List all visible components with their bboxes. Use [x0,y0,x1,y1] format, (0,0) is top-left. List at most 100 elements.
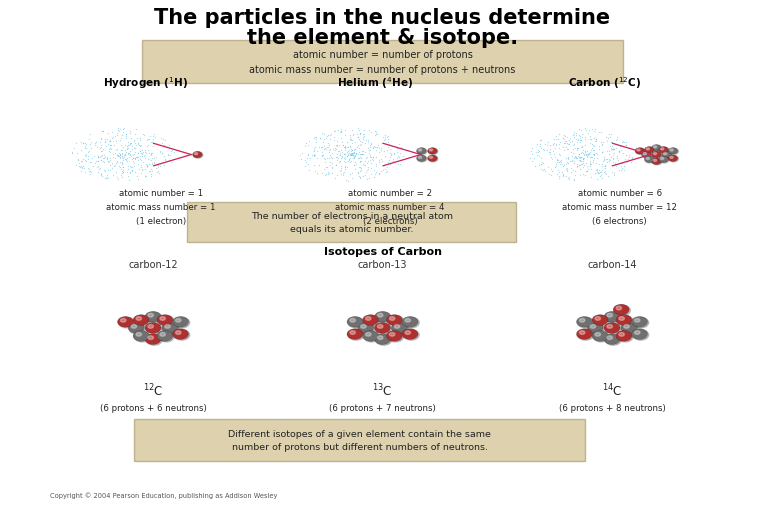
Point [152,161,164,169]
Point [351,144,363,152]
Point [599,164,611,173]
Point [161,151,174,159]
Point [338,144,350,152]
Point [142,155,154,163]
Point [154,160,166,168]
Point [565,169,577,177]
Point [581,151,594,159]
Point [355,154,367,162]
Point [601,138,613,146]
Point [597,139,609,147]
Point [588,134,600,143]
Point [596,175,608,183]
Point [594,129,607,137]
Point [599,162,611,171]
Point [623,154,636,162]
Circle shape [136,317,142,321]
Point [347,153,360,161]
Point [594,168,606,176]
Point [613,166,625,175]
Circle shape [194,153,197,155]
Point [97,145,109,153]
Point [158,141,170,149]
Circle shape [118,317,133,327]
Point [116,147,128,155]
Point [613,147,625,155]
Point [615,167,627,175]
Circle shape [653,153,656,155]
Point [115,147,127,155]
Text: $^{13}$C: $^{13}$C [373,382,392,399]
Point [319,156,331,164]
Point [343,155,355,163]
Point [333,142,345,150]
Point [127,152,139,160]
Point [316,130,328,138]
Circle shape [160,333,165,336]
Circle shape [389,317,395,321]
Point [308,152,321,160]
Point [364,141,376,149]
Point [116,159,129,167]
Point [75,147,87,155]
Point [381,168,393,176]
Point [107,172,119,180]
Point [549,145,562,153]
Point [353,173,365,181]
Point [379,132,391,140]
Circle shape [386,315,402,326]
Circle shape [359,324,375,334]
Point [342,144,354,152]
Point [588,155,600,163]
Point [86,155,98,163]
Point [348,153,360,161]
Text: carbon-14: carbon-14 [588,260,636,270]
Point [137,131,149,139]
Point [562,155,575,163]
Point [92,154,104,162]
Point [95,153,107,161]
Point [364,154,376,162]
Point [588,151,601,159]
Point [571,145,583,153]
Point [558,140,571,148]
Point [356,148,368,156]
Point [363,127,375,135]
Point [358,132,370,140]
Circle shape [652,146,661,152]
Point [329,146,341,154]
Point [164,159,177,167]
Point [118,153,130,161]
Point [347,162,360,170]
Point [620,151,632,159]
Point [109,155,122,163]
Point [110,158,122,166]
Point [318,131,330,139]
Circle shape [377,314,383,318]
Point [554,160,566,168]
Circle shape [662,153,672,159]
Point [567,150,579,158]
Point [328,134,340,142]
Point [114,126,126,134]
Point [296,150,308,158]
Point [79,151,91,159]
Point [113,127,125,135]
Point [591,167,604,175]
Point [347,150,360,158]
Point [392,153,404,161]
Point [147,140,159,148]
Point [117,129,129,137]
Point [335,126,347,134]
Point [383,157,396,165]
Text: $^{14}$C: $^{14}$C [602,382,622,399]
Point [113,154,125,162]
Point [327,146,339,154]
Circle shape [418,156,427,162]
Point [604,133,616,142]
Point [112,176,124,184]
Point [316,152,328,160]
Point [544,149,556,157]
Point [308,148,321,156]
Point [116,170,129,178]
